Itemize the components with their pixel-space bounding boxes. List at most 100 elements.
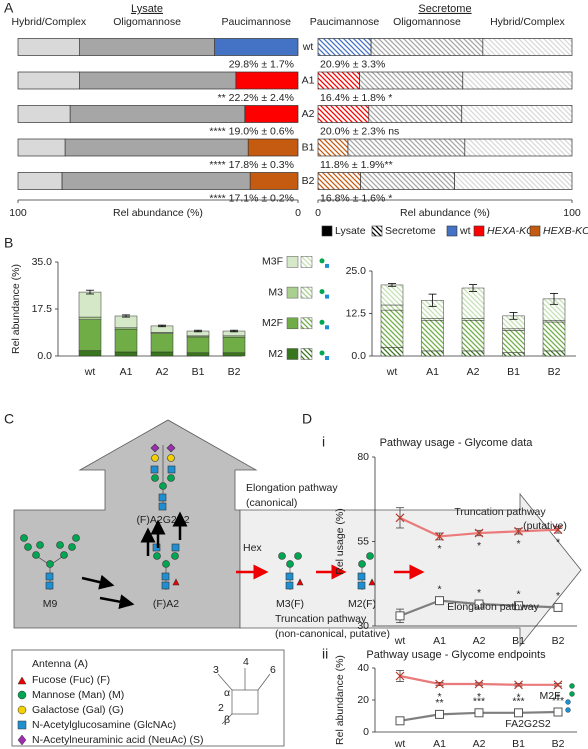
bar-segment	[69, 105, 246, 123]
elongation-note: (canonical)	[246, 497, 297, 509]
bar-segment	[222, 352, 246, 357]
chart-title: Secretome	[418, 3, 471, 15]
data-point	[435, 709, 444, 719]
y-tick-label: 55	[357, 535, 369, 547]
bar-segment	[17, 138, 66, 157]
glycan-icon	[319, 350, 325, 356]
bar-segment	[61, 172, 251, 190]
x-tick-label: A2	[467, 366, 480, 378]
x-axis-label: Rel abundance (%)	[113, 207, 203, 219]
pathway-diagram: Elongation pathway (canonical) Truncatio…	[11, 419, 582, 747]
bar-segment	[317, 138, 349, 157]
truncation-label: Truncation pathway	[275, 613, 367, 625]
value-label: **** 17.1% ± 0.2%	[209, 192, 294, 204]
chart-title: Lysate	[131, 3, 163, 15]
bar-segment	[317, 172, 362, 190]
bar-segment	[454, 172, 573, 190]
linkage-label: β	[224, 714, 230, 726]
x-tick-label: 100	[9, 207, 27, 219]
value-label: **** 19.0% ± 0.6%	[209, 125, 294, 137]
data-point	[514, 526, 523, 536]
segment-header: Hybrid/Complex	[11, 16, 86, 28]
bar-segment	[482, 38, 573, 56]
bar-segment	[78, 316, 102, 320]
bar-segment	[368, 105, 463, 123]
legend-swatch	[300, 286, 313, 299]
significance-label: *	[437, 691, 441, 703]
legend-swatch	[473, 225, 485, 237]
legend-box	[11, 649, 285, 747]
legend-label: M3F	[262, 256, 283, 268]
segment-header: Oligomannose	[113, 16, 181, 28]
bar-segment	[380, 304, 404, 311]
bar-segment	[317, 38, 372, 56]
bar-segment	[464, 138, 573, 157]
legend-entry: Antenna (A)	[32, 658, 88, 670]
y-axis-label: Rel usage (%)	[334, 508, 346, 575]
bar-segment	[17, 105, 71, 123]
x-tick-label: A2	[473, 738, 486, 749]
y-tick-label: 30	[357, 620, 369, 632]
bar-segment	[79, 71, 237, 90]
x-tick-label: wt	[386, 366, 398, 378]
significance-label: *	[437, 543, 441, 555]
glycan-label: M3(F)	[276, 598, 304, 610]
x-tick-label: B1	[507, 366, 520, 378]
data-point	[553, 707, 563, 717]
bar-segment	[78, 319, 102, 351]
data-point	[474, 599, 484, 609]
bar-segment	[150, 351, 174, 357]
glycan-label: (F)A2G2S2	[136, 514, 189, 526]
significance-label: *	[556, 692, 560, 704]
error-bar	[86, 289, 94, 295]
chart-title: Pathway usage - Glycome data	[380, 437, 534, 449]
x-tick-label: wt	[394, 635, 406, 647]
data-point	[395, 513, 405, 523]
bar-segment	[78, 350, 102, 357]
legend-entry: Mannose (Man) (M)	[32, 689, 124, 701]
bar-segment	[380, 309, 404, 348]
y-tick-label: 0	[363, 726, 369, 738]
legend-label: Lysate	[335, 225, 366, 237]
glycan-label: (F)A2	[153, 598, 179, 610]
linkage-label: 4	[243, 656, 249, 668]
error-bar	[428, 293, 437, 307]
significance-label: *	[516, 538, 520, 550]
bar-segment	[249, 172, 299, 190]
value-label: 16.8% ± 1.6% *	[320, 192, 392, 204]
bar-segment	[114, 328, 138, 353]
bar-segment	[421, 320, 444, 352]
panel-label: C	[4, 411, 14, 427]
glycan-icon	[325, 294, 329, 299]
legend-swatch	[529, 225, 541, 237]
x-tick-label: B2	[552, 738, 565, 749]
annotation: (putative)	[523, 520, 567, 532]
y-tick-label: 12.5	[346, 307, 367, 319]
glycan-icon	[325, 263, 329, 268]
x-tick-label: B1	[192, 366, 205, 378]
value-label: 11.8% ± 1.9%**	[320, 159, 393, 171]
bar-segment	[542, 321, 566, 352]
truncation-note: (non-canonical, putative)	[275, 628, 390, 640]
bar-segment	[186, 336, 210, 354]
y-tick-label: 17.5	[32, 303, 53, 315]
data-point	[553, 525, 563, 535]
legend-swatch	[300, 256, 313, 268]
bar-segment	[347, 138, 466, 157]
bar-segment	[17, 71, 80, 90]
error-bar	[388, 283, 396, 287]
bar-segment	[78, 291, 102, 318]
panel-label: D	[302, 411, 312, 427]
error-bar	[194, 329, 202, 333]
linkage-label: 2	[218, 702, 224, 714]
legend-label: M2	[268, 348, 283, 360]
elongation-label: Elongation pathway	[246, 482, 338, 494]
bar-segment	[317, 105, 370, 123]
legend-swatch	[286, 256, 299, 268]
bar-segment	[17, 38, 80, 56]
bar-segment	[461, 350, 485, 357]
legend-swatch	[300, 348, 313, 360]
bar-segment	[17, 172, 63, 190]
series-label: M2F	[540, 690, 561, 702]
bar-segment	[421, 318, 444, 321]
